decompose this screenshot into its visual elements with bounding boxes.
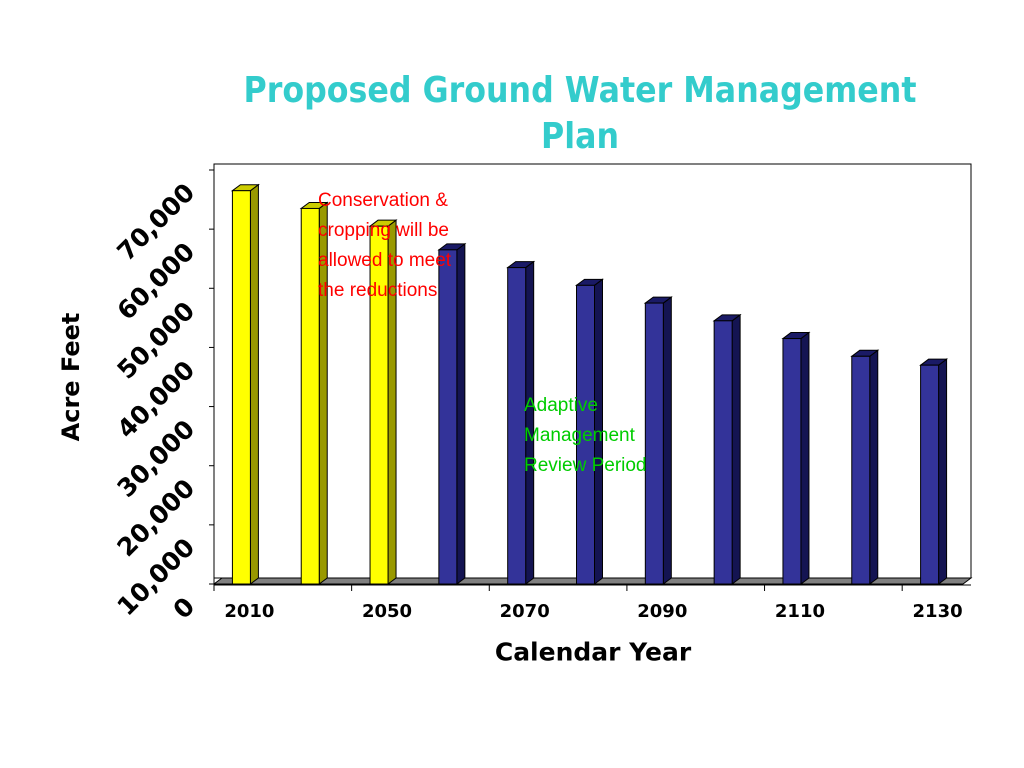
x-axis-label: Calendar Year: [494, 637, 692, 667]
bar-side: [731, 313, 741, 585]
bar: [920, 364, 940, 585]
bar: [369, 225, 389, 585]
bar: [507, 267, 527, 585]
annotation-line: Conservation &: [318, 190, 448, 211]
x-tick-label: 2010: [224, 601, 274, 622]
bar-side: [869, 349, 879, 585]
x-tick-label: 2090: [637, 601, 687, 622]
bar: [576, 284, 595, 585]
bar: [438, 249, 458, 585]
bar: [782, 338, 802, 585]
y-tick-label: 0: [167, 592, 200, 625]
x-tick-label: 2110: [775, 601, 825, 622]
annotation-line: allowed to meet: [318, 250, 452, 271]
bar: [644, 302, 664, 585]
annotation-line: Review Period: [524, 455, 647, 476]
x-tick-label: 2070: [500, 601, 550, 622]
bar: [713, 320, 733, 585]
conservation-annotation: Conservation & cropping will be allowed …: [318, 186, 508, 306]
chart-title: Proposed Ground Water Management Plan: [228, 68, 932, 160]
adaptive-management-annotation: Adaptive Management Review Period: [524, 391, 694, 481]
x-tick-label: 2130: [913, 601, 963, 622]
bar-side: [249, 183, 259, 585]
annotation-line: cropping will be: [318, 220, 449, 241]
bar-side: [800, 331, 810, 585]
bar: [300, 207, 320, 585]
x-tick-label: 2050: [362, 601, 412, 622]
bar: [851, 355, 871, 585]
chart-title-line-1: Proposed Ground Water Management: [243, 70, 917, 111]
y-axis-label: Acre Feet: [57, 312, 85, 442]
bar: [231, 190, 251, 585]
annotation-line: the reductions: [318, 280, 438, 301]
annotation-line: Management: [524, 425, 635, 446]
bar-side: [938, 358, 948, 585]
annotation-line: Adaptive: [524, 395, 598, 416]
chart-title-line-2: Plan: [540, 116, 620, 157]
